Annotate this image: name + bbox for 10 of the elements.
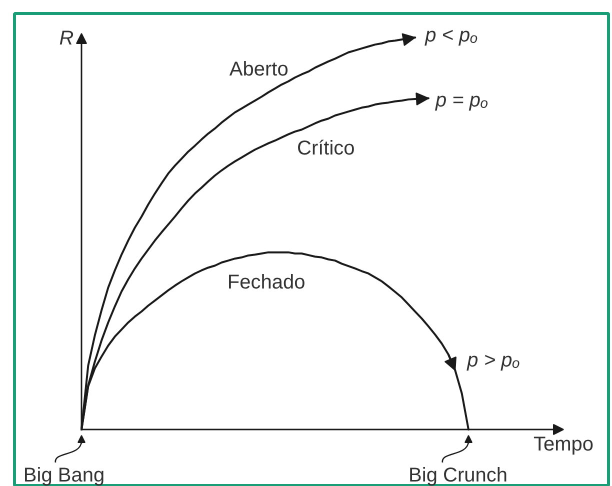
series-label: Fechado [227,271,306,294]
series-label: Aberto [229,58,288,80]
y-axis-title: R [59,28,74,50]
annotation: p < pₒ [424,24,478,46]
annotation: p = pₒ [434,89,489,112]
series-label: Crítico [297,138,355,160]
x-axis-title: Tempo [534,434,594,456]
annotation: p > pₒ [466,349,520,372]
text: Big Bang [23,464,105,486]
text: Big Crunch [408,464,508,486]
